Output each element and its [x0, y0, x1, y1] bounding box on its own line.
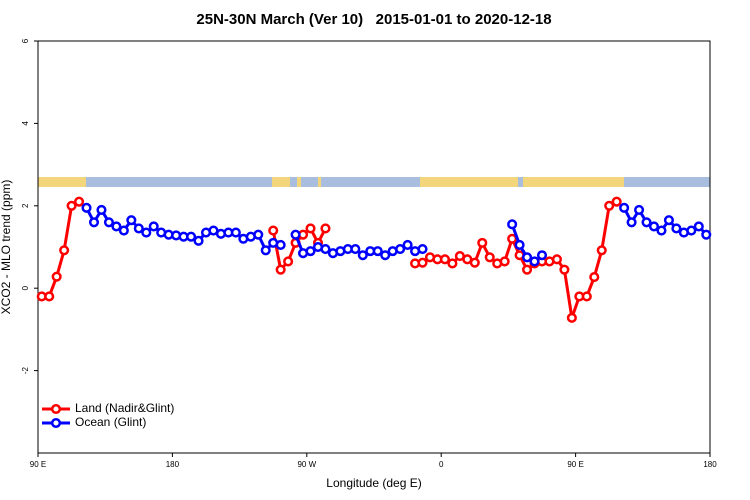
land-strip — [420, 177, 518, 187]
land-strip — [297, 177, 301, 187]
legend-marker — [50, 417, 62, 429]
data-point — [469, 257, 480, 268]
data-point — [230, 227, 241, 238]
data-point — [536, 250, 548, 261]
data-point — [693, 221, 704, 232]
data-point — [81, 202, 92, 213]
ocean-strip — [38, 177, 710, 187]
data-point — [522, 264, 533, 275]
data-point — [268, 225, 279, 236]
data-point — [275, 264, 286, 275]
x-tick-label: 180 — [166, 460, 180, 469]
data-point — [641, 217, 652, 228]
data-point — [648, 221, 660, 232]
x-tick-label: 0 — [439, 460, 444, 469]
data-point — [634, 204, 645, 215]
data-point — [357, 250, 368, 261]
land-strip — [318, 177, 321, 187]
data-point — [589, 272, 600, 283]
data-point — [395, 244, 406, 255]
data-point — [522, 252, 533, 263]
data-point — [133, 223, 144, 234]
data-point — [507, 233, 518, 244]
y-tick-label: 0 — [21, 285, 30, 290]
data-point — [305, 246, 316, 257]
data-point — [671, 223, 682, 234]
data-point — [253, 229, 264, 240]
y-tick-label: 4 — [21, 121, 30, 126]
data-point — [320, 223, 331, 234]
data-point — [447, 258, 458, 269]
data-point — [141, 227, 152, 238]
data-point — [507, 219, 518, 230]
legend-label: Land (Nadir&Glint) — [75, 401, 174, 415]
data-point — [126, 215, 137, 226]
data-point — [275, 239, 286, 250]
data-point — [193, 235, 204, 246]
data-point — [663, 215, 674, 226]
data-point — [626, 217, 637, 228]
x-tick-label: 90 E — [567, 460, 583, 469]
data-point — [305, 223, 316, 234]
land-strip — [272, 177, 290, 187]
plot-frame — [37, 40, 711, 454]
data-point — [656, 225, 667, 236]
data-point — [372, 246, 383, 257]
land-ocean-strip — [38, 177, 710, 187]
data-point — [559, 264, 570, 275]
y-tick-label: 2 — [21, 203, 30, 208]
data-point — [59, 245, 70, 256]
land-strip — [523, 177, 624, 187]
data-point — [111, 221, 122, 232]
data-point — [44, 291, 55, 302]
data-point — [290, 229, 301, 240]
data-point — [350, 244, 361, 255]
data-point — [686, 225, 697, 236]
data-point — [96, 204, 107, 215]
data-point — [417, 257, 428, 268]
data-point — [103, 217, 114, 228]
data-point — [439, 254, 450, 265]
data-point — [148, 221, 159, 232]
data-point — [499, 256, 510, 267]
data-point — [529, 256, 540, 267]
legend-marker — [50, 403, 62, 415]
data-point — [51, 271, 62, 282]
x-tick-label: 90 W — [297, 460, 316, 469]
data-point — [186, 231, 197, 242]
data-point — [66, 200, 77, 211]
data-point — [514, 239, 525, 250]
data-point — [596, 245, 607, 256]
data-point — [551, 254, 562, 265]
chart-title: 25N-30N March (Ver 10) 2015-01-01 to 202… — [196, 11, 551, 28]
data-point — [701, 229, 712, 240]
land-strip — [38, 177, 86, 187]
data-point — [604, 200, 615, 211]
data-point — [477, 237, 488, 248]
y-axis-label: XCO2 - MLO trend (ppm) — [0, 180, 13, 315]
data-point — [417, 244, 428, 255]
data-point — [619, 202, 630, 213]
data-point — [260, 245, 271, 256]
x-tick-label: 180 — [703, 460, 717, 469]
data-point — [74, 196, 85, 207]
data-point — [566, 312, 577, 323]
data-point — [88, 217, 100, 228]
data-point — [581, 291, 592, 302]
data-point — [118, 225, 129, 236]
legend-label: Ocean (Glint) — [75, 415, 146, 429]
x-tick-label: 90 E — [30, 460, 46, 469]
data-point — [484, 252, 495, 263]
data-point — [283, 256, 294, 267]
y-tick-label: -2 — [21, 366, 30, 374]
data-point — [611, 196, 622, 207]
data-point — [402, 239, 413, 250]
x-axis-label: Longitude (deg E) — [326, 476, 421, 490]
data-point — [380, 250, 391, 261]
y-tick-label: 6 — [21, 38, 30, 43]
data-point — [320, 244, 331, 255]
